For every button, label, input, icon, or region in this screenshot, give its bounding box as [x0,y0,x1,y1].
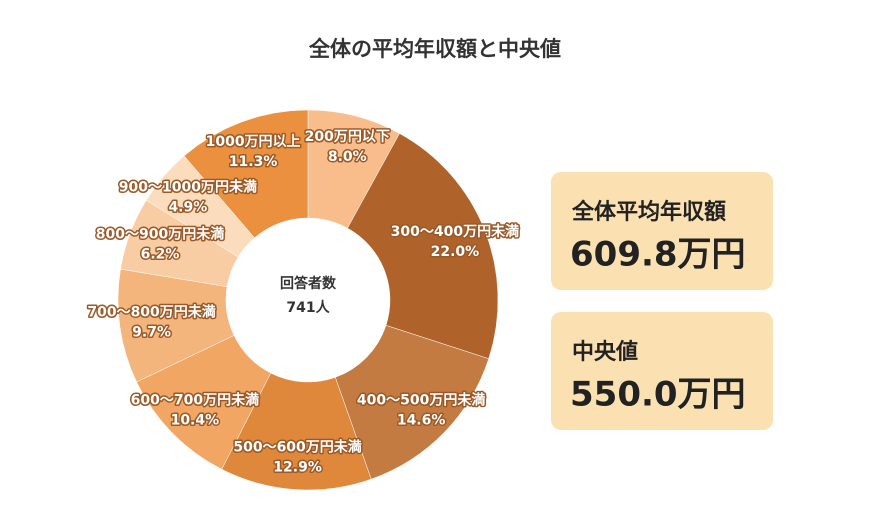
center-label: 回答者数 [280,275,337,292]
donut [117,109,499,491]
slice-value: 10.4% [171,412,220,428]
slice-value: 9.7% [132,324,171,340]
center-value: 741人 [286,299,330,316]
slice-label: 1000万円以上 [206,134,301,150]
slice-value: 12.9% [273,460,322,476]
slice-value: 6.2% [141,247,180,263]
slice-label: 500～600万円未満 [233,439,361,456]
slice-label: 400～500万円未満 [357,391,485,408]
summary-label: 中央値 [572,339,638,365]
slice-label: 700～800万円未満 [87,303,215,320]
slice-value: 14.6% [397,412,446,428]
slice-value: 4.9% [168,199,207,215]
slice-label: 900～1000万円未満 [119,178,257,195]
slice-label: 800～900万円未満 [96,226,224,243]
slice-value: 11.3% [229,154,278,170]
chart-title: 全体の平均年収額と中央値 [308,37,561,61]
summary-value: 550.0万円 [570,375,746,415]
slice-value: 8.0% [328,149,367,165]
donut-slice [334,325,490,480]
donut-slice [221,372,372,491]
slice-value: 22.0% [431,244,480,260]
donut-slice [347,133,499,360]
donut-slice [183,109,309,239]
summary-label: 全体平均年収額 [571,199,726,225]
summary-box [551,172,773,290]
slice-label: 300～400万円未満 [391,223,519,240]
summary-box [551,312,773,430]
slice-label: 200万円以下 [305,129,390,145]
summary-value: 609.8万円 [570,235,746,275]
slice-label: 600～700万円未満 [131,391,259,408]
